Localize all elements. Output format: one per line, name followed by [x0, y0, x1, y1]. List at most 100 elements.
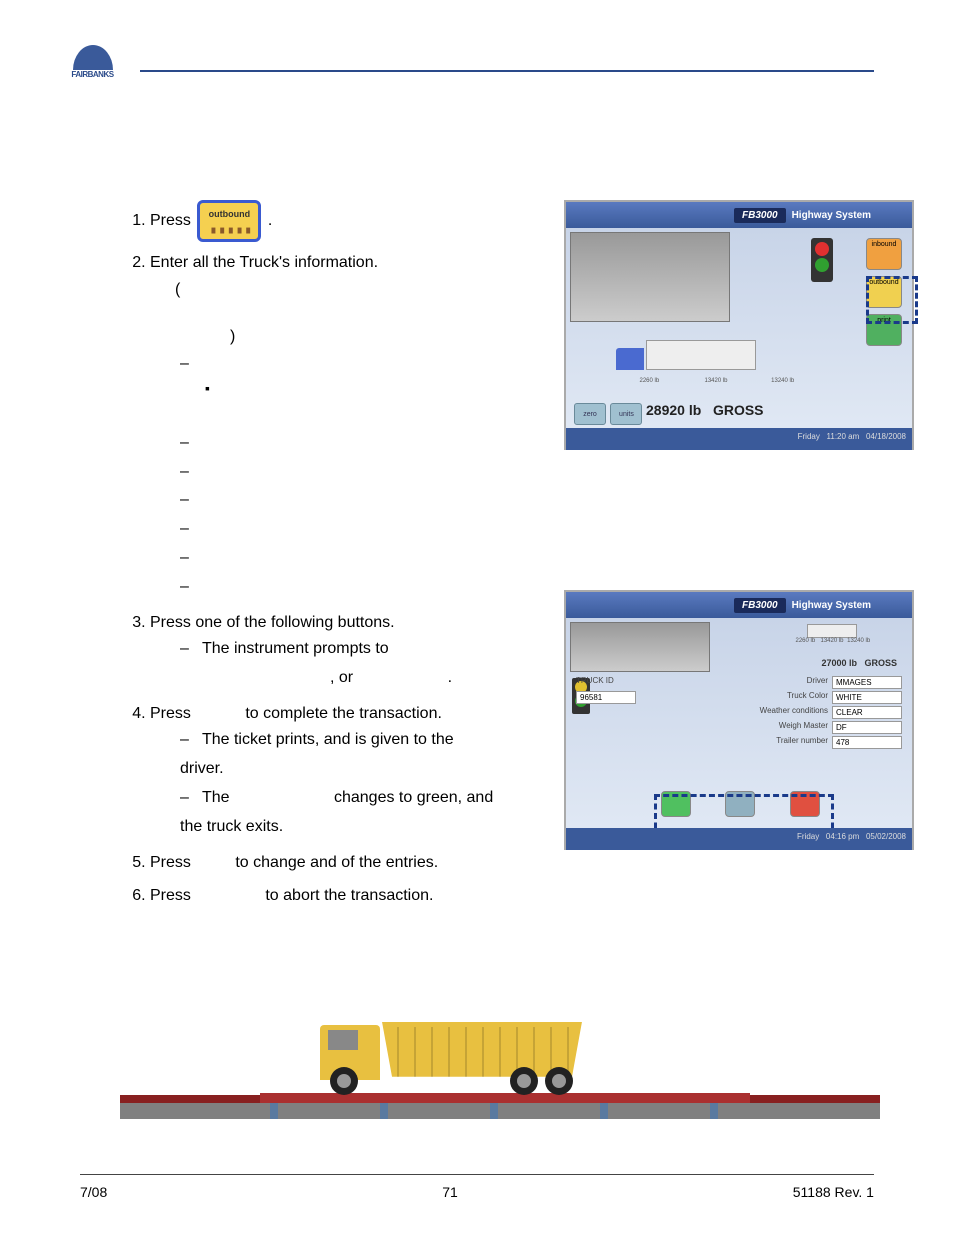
step2-dash-2: – [150, 429, 500, 458]
screenshot-data-entry: FB3000 Highway System 2260 lb 13420 lb 1… [564, 590, 914, 850]
step-2: Enter all the Truck's information. ( ) –… [150, 250, 500, 602]
color-label: Truck Color [636, 691, 832, 704]
dump-truck-icon [320, 1000, 600, 1095]
step6-a: Press [150, 887, 191, 904]
scale-leg-3 [490, 1103, 498, 1119]
main-content: Press outbound ▗▗▗▗▗ . Enter all the Tru… [60, 140, 894, 1119]
trailer-input[interactable]: 478 [832, 736, 902, 749]
screenshot-main-weigh: FB3000 Highway System inbound outbound p… [564, 200, 914, 450]
ss2-titlebar: FB3000 Highway System [566, 592, 912, 618]
step5-b: to change and of the entries. [235, 854, 438, 871]
red-light-icon [815, 242, 829, 256]
scale1-weight: 2260 lb [616, 378, 683, 384]
step5-a: Press [150, 854, 191, 871]
ss1-brand: FB3000 [734, 208, 786, 223]
zero-button[interactable]: zero [574, 403, 606, 425]
row-weather: Weather conditions CLEAR [576, 706, 902, 719]
driver-input[interactable]: MMAGES [832, 676, 902, 689]
truck-photo [570, 232, 730, 322]
utility-buttons: zero units [574, 403, 642, 425]
mini-truck-diagram: 2260 lb 13420 lb 13240 lb [792, 624, 872, 654]
weather-label: Weather conditions [636, 706, 832, 719]
truckid-label: TRUCK ID [576, 676, 636, 689]
outbound-button[interactable]: outbound ▗▗▗▗▗ [197, 200, 261, 242]
traffic-light [811, 238, 833, 282]
paren-open: ( [175, 276, 500, 303]
scale3-weight: 13240 lb [749, 378, 816, 384]
step3-text: Press one of the following buttons. [150, 614, 395, 631]
mini-trailer-icon [807, 624, 857, 638]
step4-a: Press [150, 705, 191, 722]
step-6: Press to abort the transaction. [150, 883, 500, 909]
step4-b: to complete the transaction. [245, 705, 442, 722]
mini-w2: 13420 lb [819, 638, 846, 644]
row-weighmaster: Weigh Master DF [576, 721, 902, 734]
step-1: Press outbound ▗▗▗▗▗ . [150, 200, 500, 242]
step2-text: Enter all the Truck's information. [150, 254, 378, 271]
weight-type: GROSS [713, 402, 764, 418]
step3a-text: The instrument prompts to [202, 640, 389, 657]
page-header: FAIRBANKS [60, 40, 894, 100]
fairbanks-logo: FAIRBANKS [60, 45, 125, 95]
footer-page: 71 [442, 1184, 458, 1200]
inbound-button[interactable]: inbound [866, 238, 902, 270]
trailer-label: Trailer number [636, 736, 832, 749]
step6-b: to abort the transaction. [265, 887, 433, 904]
weather-input[interactable]: CLEAR [832, 706, 902, 719]
step2-dash-4: – [150, 486, 500, 515]
ss2-body: 2260 lb 13420 lb 13240 lb 27000 lb GROSS… [566, 618, 912, 828]
step4a-text: The ticket prints, and is given to the d… [180, 731, 454, 777]
mini-w3: 13240 lb [845, 638, 872, 644]
truck-trailer-icon [646, 340, 756, 370]
ss2-app: Highway System [792, 600, 871, 611]
driver-label: Driver [636, 676, 832, 689]
units-button[interactable]: units [610, 403, 642, 425]
header-rule [140, 70, 874, 72]
highlight-box-outbound [866, 276, 918, 324]
step1-text-b: . [268, 212, 272, 229]
page-footer: 7/08 71 51188 Rev. 1 [80, 1184, 874, 1200]
step2-bullet: ▪ [150, 379, 500, 429]
ss1-footer: Friday 11:20 am 04/18/2008 [566, 428, 912, 450]
gross-readout: 27000 lb GROSS [821, 658, 897, 668]
truckid-input[interactable]: 96581 [576, 691, 636, 704]
data-fields: TRUCK ID Driver MMAGES 96581 Truck Color… [576, 676, 902, 751]
step4-sub2: – The changes to green, and the truck ex… [150, 784, 500, 842]
step3-sub: – The instrument prompts to , or . [150, 635, 500, 693]
step3a-period: . [448, 669, 452, 686]
ss1-titlebar: FB3000 Highway System [566, 202, 912, 228]
ss1-status: Friday 11:20 am 04/18/2008 [798, 432, 906, 441]
wheel-3 [545, 1067, 573, 1095]
step2-paren: ( ) [150, 276, 500, 350]
weighmaster-label: Weigh Master [636, 721, 832, 734]
row-truckid-driver: TRUCK ID Driver MMAGES [576, 676, 902, 689]
outbound-truck-icon: ▗▗▗▗▗ [200, 221, 258, 237]
color-input[interactable]: WHITE [832, 691, 902, 704]
step4b-a: The [202, 789, 230, 806]
row-trailer: Trailer number 478 [576, 736, 902, 749]
truck-photo-small [570, 622, 710, 672]
weighmaster-input[interactable]: DF [832, 721, 902, 734]
truck-on-scale-illustration [120, 989, 880, 1119]
mini-w1: 2260 lb [792, 638, 819, 644]
step-4: Press to complete the transaction. – The… [150, 701, 500, 842]
step2-dash-5: – [150, 515, 500, 544]
logo-text: FAIRBANKS [60, 70, 125, 79]
ss1-app: Highway System [792, 210, 871, 221]
gross-value: 27000 lb [821, 658, 857, 668]
outbound-label: outbound [200, 203, 258, 221]
step2-dash-6: – [150, 544, 500, 573]
step-5: Press to change and of the entries. [150, 850, 500, 876]
weight-value: 28920 lb [646, 402, 701, 418]
scale-leg-4 [600, 1103, 608, 1119]
truck-diagram: 2260 lb 13420 lb 13240 lb [616, 333, 816, 388]
ss2-brand: FB3000 [734, 598, 786, 613]
ss1-body: inbound outbound print 2260 lb 13420 lb … [566, 228, 912, 428]
truck-cab-icon [616, 348, 644, 370]
green-light-icon [815, 258, 829, 272]
step-3: Press one of the following buttons. – Th… [150, 610, 500, 693]
scale-leg-2 [380, 1103, 388, 1119]
gross-label: GROSS [864, 658, 897, 668]
step1-text-a: Press [150, 212, 191, 229]
ss2-footer: Friday 04:16 pm 05/02/2008 [566, 828, 912, 850]
